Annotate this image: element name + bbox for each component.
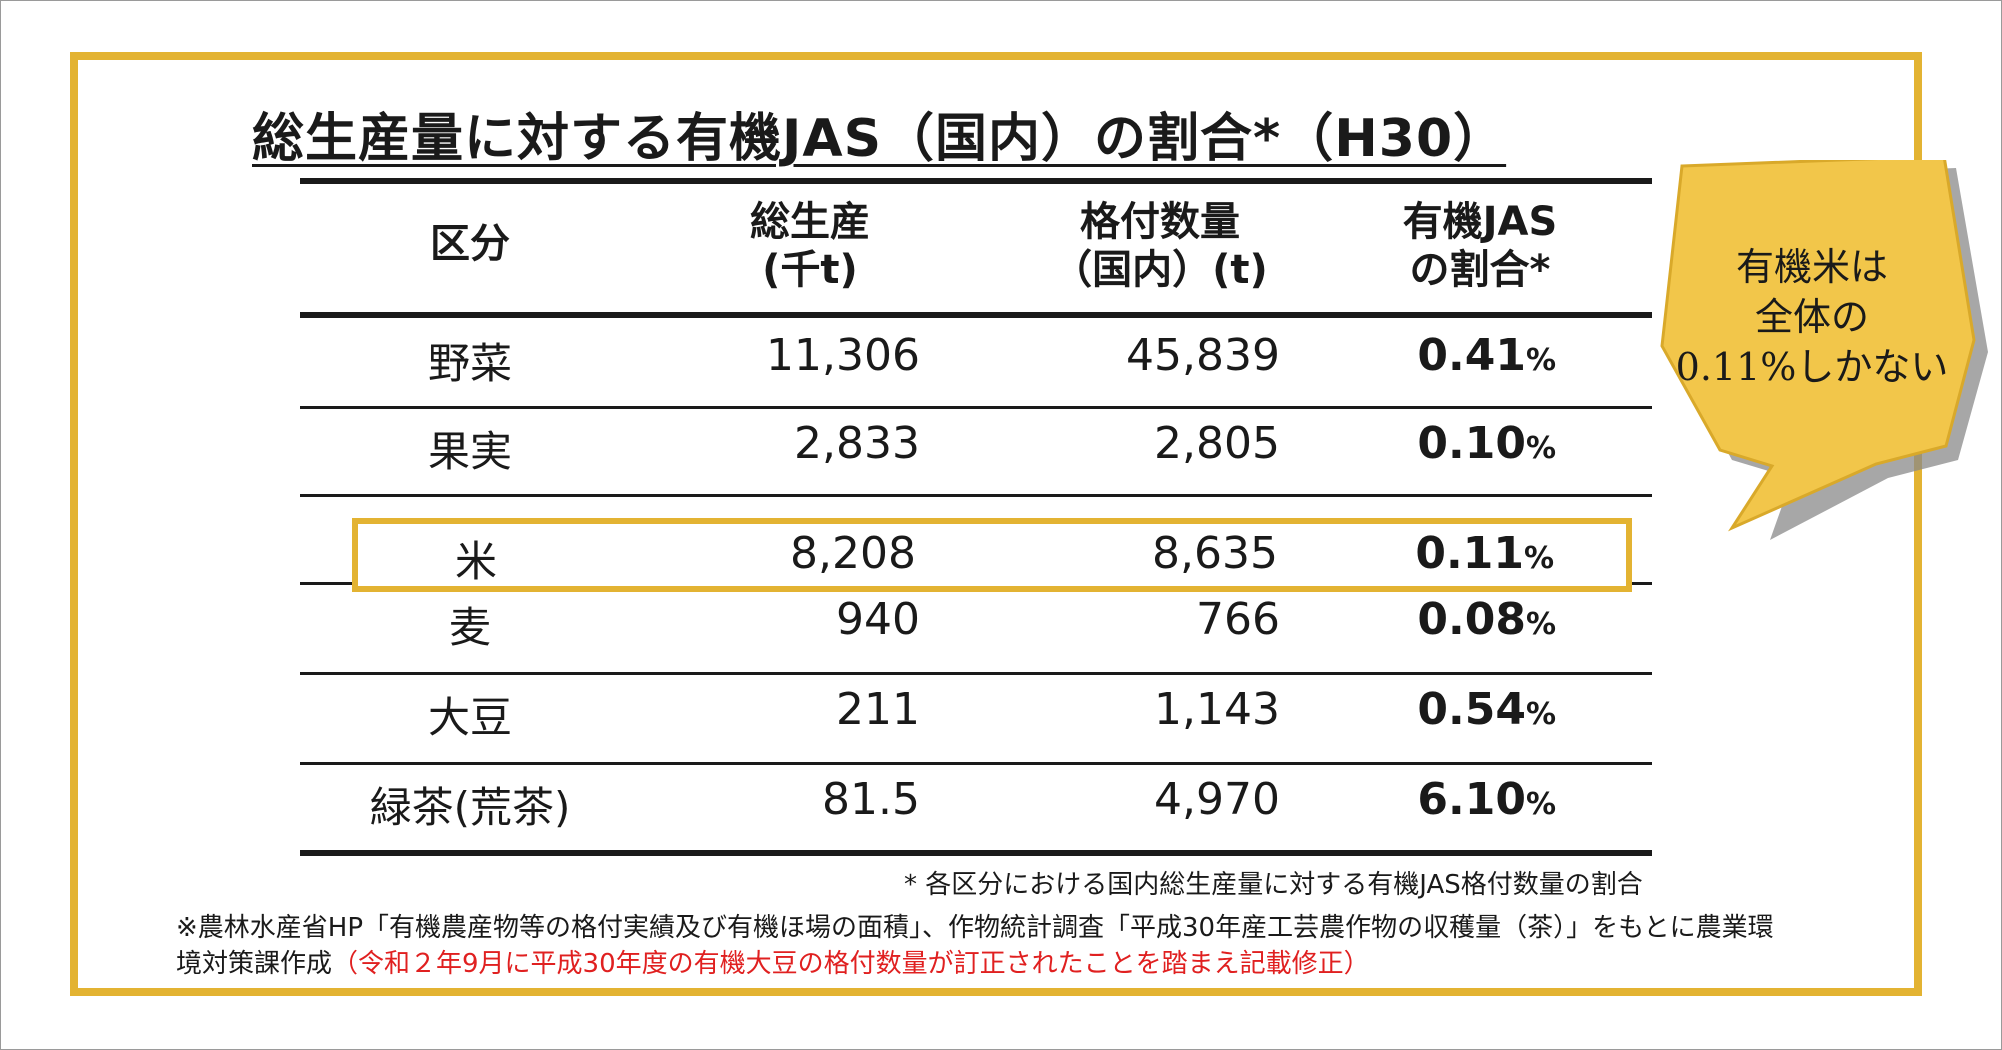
callout-body: [1660, 160, 1976, 532]
table-row-graded: 2,805: [1154, 418, 1280, 469]
table-row-total: 940: [836, 594, 920, 645]
table-row-ratio: 0.08%: [1417, 594, 1556, 645]
table-row-divider: [300, 672, 1652, 675]
header-organic-ratio: 有機JAS の割合*: [1402, 199, 1558, 293]
table-row-total: 11,306: [766, 330, 920, 381]
table-row-ratio: 0.10%: [1417, 418, 1556, 469]
header-category: 区分: [430, 221, 510, 267]
table-row-divider: [300, 494, 1652, 497]
table-row-ratio: 0.41%: [1417, 330, 1556, 381]
table-row-category: 野菜: [427, 339, 512, 388]
table-row-category: 果実: [427, 427, 512, 476]
footnote: * 各区分における国内総生産量に対する有機JAS格付数量の割合: [904, 870, 1643, 900]
table-row-category: 緑茶(荒茶): [369, 783, 571, 832]
callout-text: 有機米は 全体の 0.11%しかない: [1675, 245, 1949, 389]
table-row-category: 米: [454, 537, 497, 586]
table-row-ratio: 0.54%: [1417, 684, 1556, 735]
table-row-graded: 1,143: [1154, 684, 1280, 735]
table-row-total: 2,833: [794, 418, 920, 469]
highlighted-row-box: 米 8,208 8,635 0.11%: [352, 518, 1632, 592]
header-graded-volume: 格付数量 （国内）(t): [1052, 199, 1268, 293]
callout-bubble: [1660, 160, 1988, 540]
page-title: 総生産量に対する有機JAS（国内）の割合*（H30）: [252, 109, 1507, 169]
table-row-total: 211: [836, 684, 920, 735]
table-row-graded: 766: [1196, 594, 1280, 645]
table-row-ratio: 0.11%: [1415, 528, 1554, 579]
table-header-rule: [300, 312, 1652, 318]
table-row-total: 8,208: [790, 528, 916, 579]
table-bottom-rule: [300, 850, 1652, 856]
table-row-category: 大豆: [427, 693, 512, 742]
table-row-divider: [300, 762, 1652, 765]
source-note: ※農林水産省HP「有機農産物等の格付実績及び有機ほ場の面積」、作物統計調査「平成…: [176, 913, 1774, 979]
table-row-divider: [300, 406, 1652, 409]
table-row-total: 81.5: [822, 774, 920, 825]
table-row-ratio: 6.10%: [1417, 774, 1556, 825]
table-row-graded: 8,635: [1152, 528, 1278, 579]
table-row-graded: 45,839: [1126, 330, 1280, 381]
table-row-category: 麦: [448, 603, 491, 652]
header-total-production: 総生産 (千t): [750, 199, 870, 293]
table-row-graded: 4,970: [1154, 774, 1280, 825]
table-top-rule: [300, 178, 1652, 184]
